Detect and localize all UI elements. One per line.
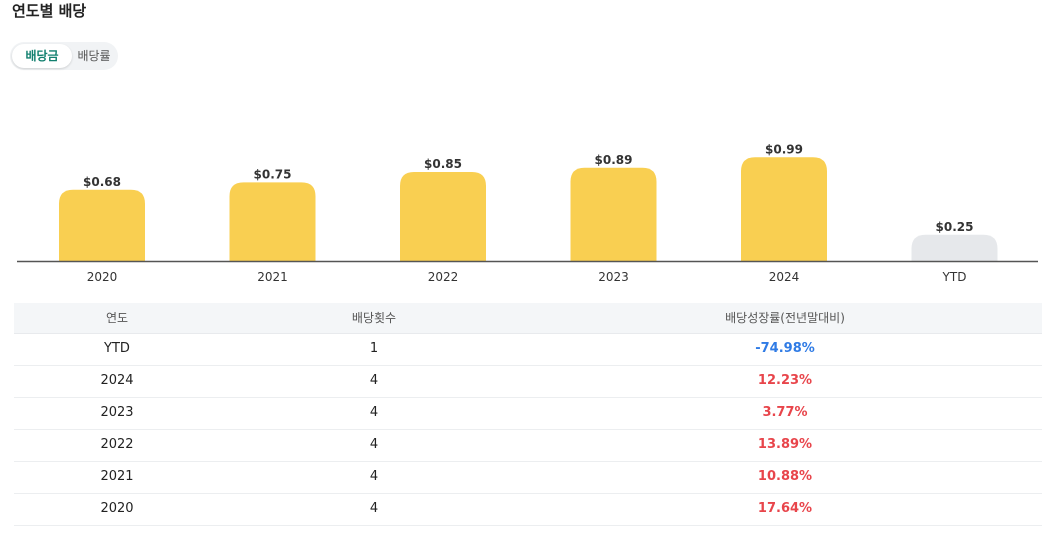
x-tick-label-2023: 2023	[598, 270, 629, 284]
data-label-2021: $0.75	[254, 167, 292, 181]
table-row: 2024 4 12.23%	[14, 366, 1042, 398]
row-year: 2024	[100, 373, 134, 388]
table-row: 2023 4 3.77%	[14, 398, 1042, 430]
data-label-2022: $0.85	[424, 157, 462, 171]
x-tick-label-2024: 2024	[769, 270, 800, 284]
row-year: YTD	[104, 341, 130, 356]
header-count: 배당횟수	[351, 311, 397, 325]
dividend-bar-chart: $0.68 2020 $0.75 2021 $0.85 2022 $0.89 2023 $0.9…	[17, 142, 1038, 284]
bar-ytd	[911, 234, 998, 261]
row-year: 2021	[100, 469, 134, 484]
row-count: 1	[369, 341, 379, 356]
bar-2021	[229, 182, 316, 261]
x-tick-label-ytd: YTD	[942, 270, 967, 284]
x-tick-label-2021: 2021	[257, 270, 288, 284]
row-count: 4	[369, 405, 379, 420]
x-tick-label-2022: 2022	[428, 270, 459, 284]
header-year: 연도	[105, 311, 129, 325]
row-growth: 12.23%	[757, 373, 813, 388]
page-title: 연도별 배당	[12, 2, 87, 20]
tab-dividend-amount[interactable]: 배당금	[12, 44, 72, 68]
row-year: 2023	[100, 405, 134, 420]
table-row: 2022 4 13.89%	[14, 430, 1042, 462]
table-row: 2021 4 10.88%	[14, 462, 1042, 494]
bar-2023	[570, 167, 657, 261]
table-row: YTD 1 -74.98%	[14, 334, 1042, 366]
data-label-2024: $0.99	[765, 142, 803, 156]
dividend-view-toggle: 배당금 배당률	[10, 42, 118, 70]
bar-2024	[741, 157, 827, 261]
row-count: 4	[369, 469, 379, 484]
row-count: 4	[369, 373, 379, 388]
row-growth: 13.89%	[757, 437, 813, 452]
x-tick-label-2020: 2020	[87, 270, 118, 284]
row-count: 4	[369, 437, 379, 452]
row-growth: 3.77%	[762, 405, 808, 420]
row-year: 2020	[100, 501, 134, 516]
data-label-ytd: $0.25	[936, 220, 974, 234]
row-growth: 10.88%	[757, 469, 813, 484]
bar-2020	[59, 189, 145, 261]
header-growth: 배당성장률(전년말대비)	[725, 311, 845, 325]
table-header: 연도 배당횟수 배당성장률(전년말대비)	[14, 303, 1042, 334]
data-label-2023: $0.89	[595, 153, 633, 167]
row-growth: 17.64%	[757, 501, 813, 516]
bar-2022	[400, 171, 486, 261]
row-count: 4	[369, 501, 379, 516]
dividend-table: 연도 배당횟수 배당성장률(전년말대비) YTD 1 -74.98% 2024 …	[14, 303, 1042, 526]
row-year: 2022	[100, 437, 134, 452]
tab-dividend-yield[interactable]: 배당률	[77, 49, 111, 63]
row-growth: -74.98%	[755, 341, 815, 356]
table-row: 2020 4 17.64%	[14, 494, 1042, 526]
data-label-2020: $0.68	[83, 175, 121, 189]
